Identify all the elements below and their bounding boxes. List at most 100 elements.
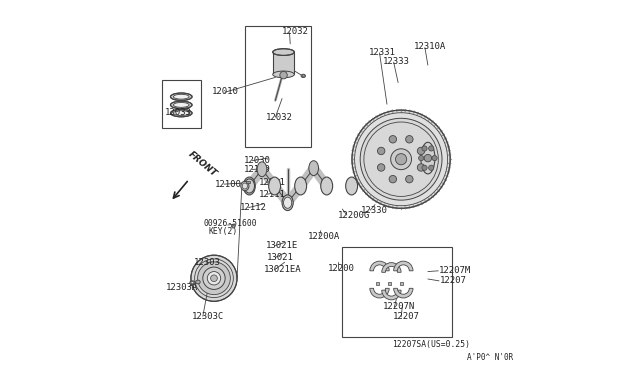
Bar: [162, 80, 201, 128]
Text: 12207: 12207: [440, 276, 467, 285]
Bar: [400, 282, 403, 285]
Text: 12207: 12207: [392, 312, 419, 321]
Circle shape: [207, 272, 221, 285]
Ellipse shape: [309, 161, 319, 176]
Text: 12032: 12032: [282, 27, 309, 36]
Text: 00926-51600: 00926-51600: [204, 219, 257, 228]
Ellipse shape: [421, 142, 435, 174]
Ellipse shape: [190, 281, 195, 285]
Bar: [246, 181, 250, 183]
Text: 12100: 12100: [215, 180, 242, 189]
Ellipse shape: [273, 71, 294, 78]
Ellipse shape: [302, 75, 305, 77]
Circle shape: [422, 165, 427, 170]
Text: 12207M: 12207M: [439, 266, 471, 275]
Wedge shape: [370, 288, 389, 298]
Text: 12200G: 12200G: [338, 211, 370, 219]
Text: 12111: 12111: [259, 178, 285, 187]
Text: 12010: 12010: [211, 87, 238, 96]
Text: 12200: 12200: [328, 264, 355, 273]
Text: 13021E: 13021E: [266, 241, 298, 250]
Ellipse shape: [170, 109, 192, 117]
Circle shape: [422, 146, 427, 151]
Ellipse shape: [269, 177, 280, 195]
Ellipse shape: [321, 177, 333, 195]
Circle shape: [198, 262, 230, 295]
Ellipse shape: [243, 177, 255, 195]
Circle shape: [211, 275, 218, 282]
Ellipse shape: [170, 101, 192, 109]
Circle shape: [352, 110, 450, 208]
Circle shape: [360, 118, 442, 200]
Ellipse shape: [196, 280, 200, 284]
Ellipse shape: [273, 49, 294, 55]
Ellipse shape: [173, 111, 189, 115]
Circle shape: [432, 155, 437, 161]
Wedge shape: [370, 261, 389, 271]
Bar: [376, 282, 379, 285]
Text: 12111: 12111: [259, 190, 285, 199]
Text: 12303A: 12303A: [166, 283, 198, 292]
Wedge shape: [381, 290, 401, 300]
Circle shape: [280, 71, 287, 79]
Text: 12303: 12303: [193, 258, 220, 267]
Ellipse shape: [191, 282, 194, 284]
Text: KEY(2): KEY(2): [209, 227, 237, 236]
Ellipse shape: [282, 195, 293, 211]
Circle shape: [417, 147, 425, 155]
Circle shape: [390, 149, 412, 170]
Bar: [245, 26, 311, 147]
Text: 12310A: 12310A: [413, 42, 446, 51]
Ellipse shape: [232, 224, 235, 228]
Circle shape: [378, 164, 385, 171]
Text: 12303C: 12303C: [191, 312, 224, 321]
Ellipse shape: [283, 195, 292, 210]
Circle shape: [203, 267, 225, 289]
Bar: [342, 247, 452, 337]
Text: 12109: 12109: [244, 165, 271, 174]
Circle shape: [191, 255, 237, 301]
Wedge shape: [394, 261, 413, 271]
Text: 12333: 12333: [383, 57, 410, 66]
Bar: [273, 52, 294, 74]
Ellipse shape: [294, 177, 307, 195]
Text: 13021: 13021: [267, 253, 294, 262]
Circle shape: [396, 154, 406, 165]
Ellipse shape: [170, 93, 192, 100]
Bar: [388, 282, 391, 285]
Text: 12030: 12030: [244, 156, 271, 165]
Text: 12112: 12112: [240, 203, 267, 212]
Text: FRONT: FRONT: [186, 150, 218, 179]
Text: 12033: 12033: [164, 108, 191, 117]
Ellipse shape: [241, 181, 249, 190]
Text: 12207SA(US=0.25): 12207SA(US=0.25): [392, 340, 470, 349]
Text: 13021EA: 13021EA: [264, 265, 302, 274]
Ellipse shape: [346, 177, 358, 195]
Ellipse shape: [244, 179, 255, 193]
Circle shape: [417, 164, 425, 171]
Text: 12330: 12330: [361, 206, 388, 215]
Ellipse shape: [257, 162, 267, 177]
Circle shape: [406, 176, 413, 183]
Ellipse shape: [243, 183, 248, 189]
Circle shape: [389, 135, 397, 143]
Wedge shape: [381, 263, 401, 272]
Ellipse shape: [173, 102, 189, 107]
Text: 12331: 12331: [369, 48, 396, 57]
Ellipse shape: [232, 225, 234, 227]
Ellipse shape: [284, 197, 292, 208]
Circle shape: [424, 154, 431, 162]
Circle shape: [406, 135, 413, 143]
Circle shape: [429, 146, 434, 151]
Ellipse shape: [173, 94, 189, 99]
Text: A'P0^ N'0R: A'P0^ N'0R: [467, 353, 513, 362]
Circle shape: [419, 155, 424, 161]
Wedge shape: [394, 288, 413, 298]
Text: 12207N: 12207N: [383, 302, 415, 311]
Ellipse shape: [301, 74, 305, 77]
Text: 12032: 12032: [266, 113, 293, 122]
Text: 12200A: 12200A: [308, 232, 340, 241]
Circle shape: [378, 147, 385, 155]
Circle shape: [429, 165, 434, 170]
Circle shape: [389, 176, 397, 183]
